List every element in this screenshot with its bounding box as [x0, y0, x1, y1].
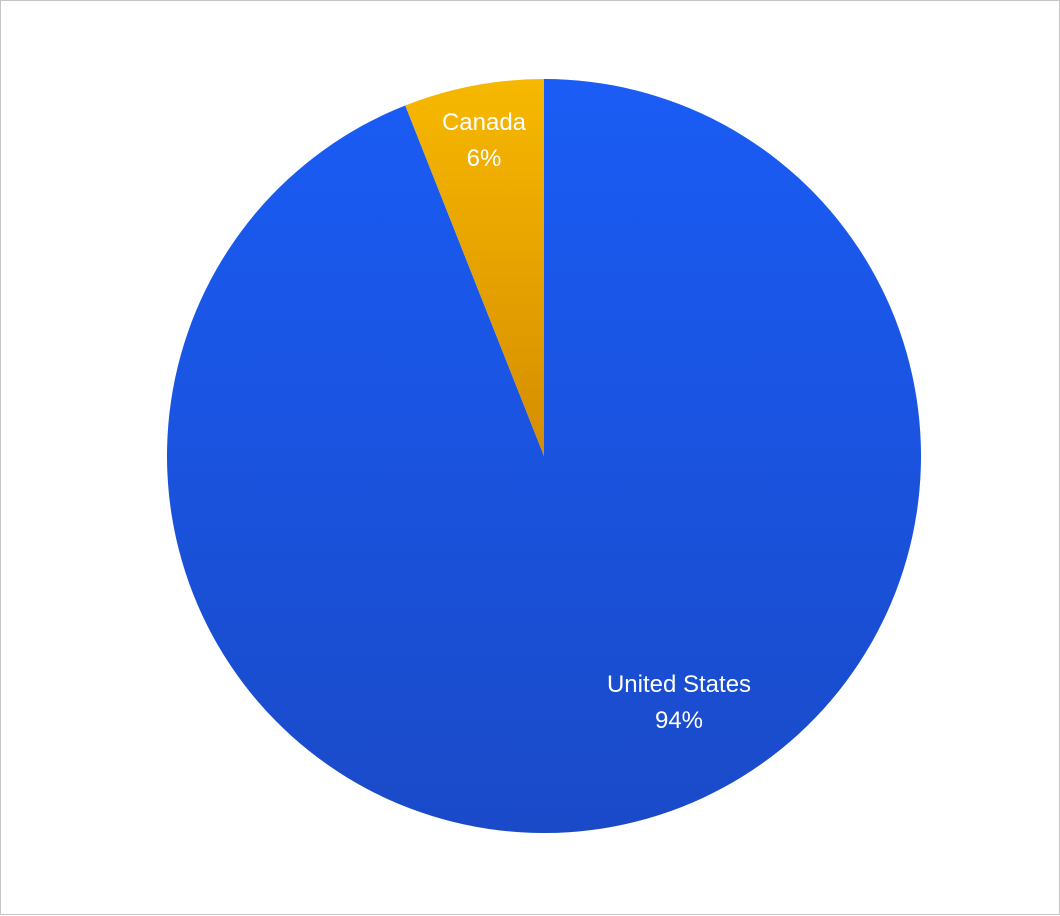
pie-slice-canada	[405, 79, 544, 456]
slice-value-united-states: 94%	[655, 707, 703, 734]
slice-label-canada: Canada	[442, 109, 527, 136]
slice-label-united-states: United States	[607, 671, 751, 698]
slice-value-canada: 6%	[467, 145, 502, 172]
